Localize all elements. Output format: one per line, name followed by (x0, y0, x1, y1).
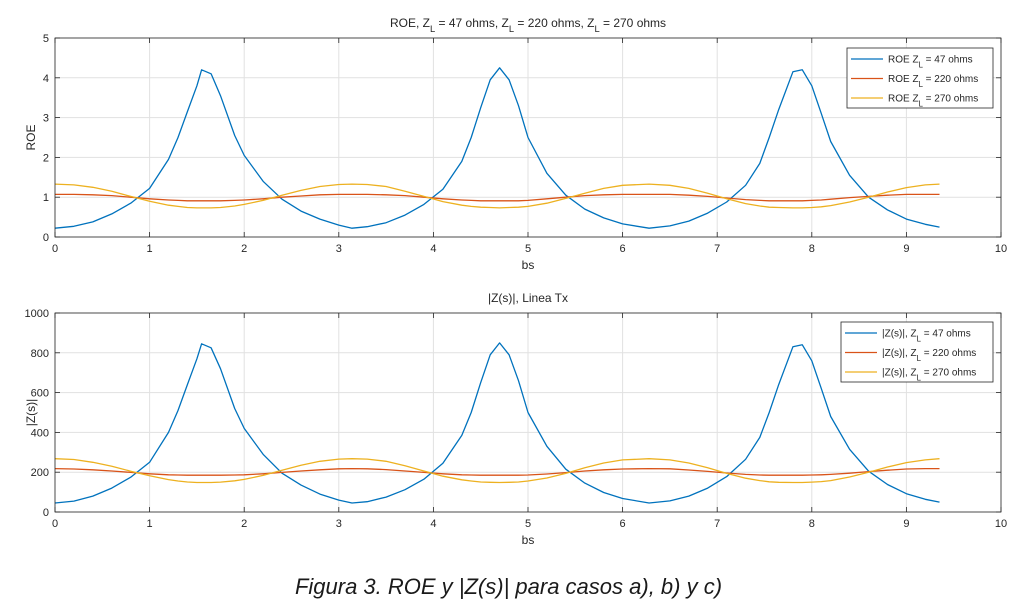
chart-title: ROE, ZL = 47 ohms, ZL = 220 ohms, ZL = 2… (390, 16, 666, 34)
legend-label-1: |Z(s)|, ZL = 47 ohms (882, 329, 971, 344)
series-line-3 (54, 183, 940, 209)
x-tick-label: 5 (525, 243, 531, 255)
x-tick-label: 0 (52, 243, 58, 255)
x-tick-label: 10 (995, 243, 1007, 255)
x-tick-label: 9 (903, 518, 909, 530)
y-tick-label: 0 (43, 507, 49, 519)
chart-panel-2: 0 1 2 3 4 5 6 7 8 9 10 0 200 400 600 800 1000 |Z(s)|, Lin… (24, 291, 1007, 547)
x-tick-label: 7 (714, 518, 720, 530)
legend-label-1: ROE ZL = 47 ohms (888, 55, 973, 70)
legend: ROE ZL = 47 ohms ROE ZL = 220 ohms ROE ZL … (846, 47, 994, 109)
y-tick-label: 5 (43, 33, 49, 45)
x-tick-label: 1 (147, 518, 153, 530)
y-tick-label: 3 (43, 113, 49, 125)
legend-label-2: |Z(s)|, ZL = 220 ohms (882, 348, 976, 363)
x-tick-label: 1 (147, 243, 153, 255)
x-tick-label: 3 (336, 243, 342, 255)
y-tick-label: 0 (43, 232, 49, 244)
y-tick-label: 1 (43, 192, 49, 204)
x-axis-label: bs (522, 533, 535, 547)
x-tick-label: 5 (525, 518, 531, 530)
x-tick-label: 6 (620, 243, 626, 255)
y-axis-label: |Z(s)| (24, 399, 38, 427)
chart-title: |Z(s)|, Linea Tx (488, 291, 568, 305)
x-tick-label: 9 (903, 243, 909, 255)
y-axis-label: ROE (24, 124, 38, 150)
x-tick-label: 4 (430, 518, 436, 530)
legend-label-3: |Z(s)|, ZL = 270 ohms (882, 368, 976, 383)
y-tick-label: 200 (31, 467, 49, 479)
series-line-1 (54, 67, 940, 229)
y-tick-label: 400 (31, 427, 49, 439)
chart-panel-1: 0 1 2 3 4 5 6 7 8 9 10 0 1 2 3 4 5 ROE, ZL = 47 ohms, ZL … (24, 16, 1007, 272)
y-tick-label: 1000 (25, 308, 49, 320)
y-tick-label: 800 (31, 348, 49, 360)
x-tick-label: 3 (336, 518, 342, 530)
figure-caption: Figura 3. ROE y |Z(s)| para casos a), b)… (294, 574, 723, 599)
x-tick-label: 8 (809, 243, 815, 255)
x-axis-label: bs (522, 258, 535, 272)
x-tick-label: 8 (809, 518, 815, 530)
x-tick-label: 2 (241, 243, 247, 255)
legend: |Z(s)|, ZL = 47 ohms |Z(s)|, ZL = 220 ohm… (840, 321, 994, 383)
y-tick-label: 2 (43, 152, 49, 164)
x-tick-label: 4 (430, 243, 436, 255)
series-line-2 (54, 467, 940, 476)
series-line-1 (54, 342, 940, 504)
x-tick-label: 7 (714, 243, 720, 255)
x-tick-label: 10 (995, 518, 1007, 530)
y-tick-label: 600 (31, 388, 49, 400)
series-line-2 (55, 193, 940, 202)
x-tick-label: 0 (52, 518, 58, 530)
x-tick-label: 2 (241, 518, 247, 530)
legend-label-3: ROE ZL = 270 ohms (888, 94, 978, 109)
series-line-3 (54, 458, 940, 484)
x-tick-label: 6 (620, 518, 626, 530)
y-tick-label: 4 (43, 73, 49, 85)
legend-label-2: ROE ZL = 220 ohms (888, 74, 978, 89)
